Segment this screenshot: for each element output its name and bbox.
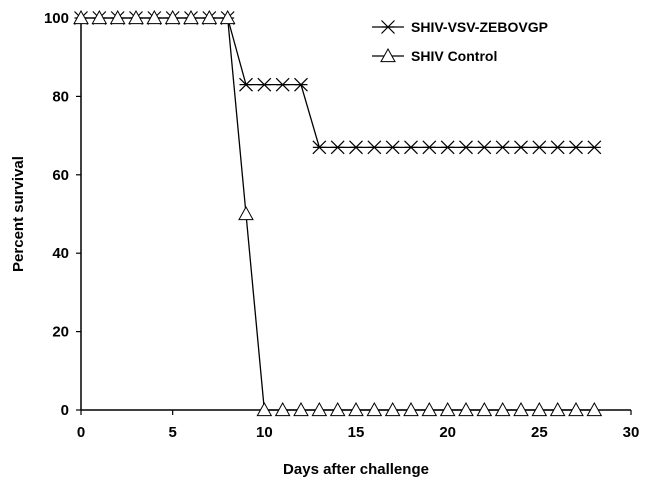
data-point-triangle bbox=[274, 401, 291, 417]
data-point-triangle bbox=[421, 401, 438, 417]
data-point-x bbox=[495, 140, 510, 155]
data-point-x bbox=[532, 140, 547, 155]
data-point-x bbox=[514, 140, 528, 155]
data-point-triangle bbox=[109, 9, 126, 25]
data-point-triangle bbox=[128, 9, 144, 25]
data-point-x bbox=[477, 140, 492, 155]
data-point-triangle bbox=[146, 9, 163, 25]
y-tick-label: 40 bbox=[52, 245, 69, 262]
data-point-triangle bbox=[403, 401, 419, 417]
y-tick-label: 60 bbox=[52, 167, 69, 184]
data-point-x bbox=[422, 140, 437, 155]
data-point-triangle bbox=[293, 401, 309, 417]
legend-item-shiv-vsv-zebovgp: SHIV-VSV-ZEBOVGP bbox=[372, 19, 548, 35]
x-tick-label: 20 bbox=[439, 424, 456, 441]
data-point-triangle bbox=[73, 9, 89, 25]
axes bbox=[80, 18, 631, 411]
y-tick-label: 80 bbox=[52, 88, 69, 105]
data-point-triangle bbox=[476, 401, 493, 417]
y-tick-label: 0 bbox=[61, 402, 69, 419]
data-point-x bbox=[385, 140, 400, 155]
data-point-x bbox=[440, 140, 455, 155]
x-tick-label: 30 bbox=[623, 424, 640, 441]
data-point-triangle bbox=[183, 9, 199, 25]
series-line bbox=[81, 17, 595, 149]
data-point-x bbox=[550, 140, 565, 155]
y-axis-ticks: 0 20 40 60 80 100 bbox=[44, 10, 81, 419]
legend-triangle-marker-icon bbox=[372, 47, 404, 63]
data-point-triangle bbox=[568, 401, 584, 417]
data-point-x bbox=[569, 140, 583, 155]
data-point-triangle bbox=[458, 401, 474, 417]
x-tick-label: 25 bbox=[531, 424, 548, 441]
data-point-triangle bbox=[439, 401, 456, 417]
series-line bbox=[81, 17, 595, 411]
data-point-x bbox=[294, 77, 308, 92]
data-point-triangle bbox=[164, 9, 181, 25]
data-point-x bbox=[349, 140, 363, 155]
data-point-x bbox=[367, 140, 382, 155]
x-tick-label: 5 bbox=[168, 424, 176, 441]
y-tick-label: 20 bbox=[52, 324, 69, 341]
data-point-x bbox=[587, 140, 602, 155]
data-point-triangle bbox=[219, 9, 236, 25]
x-tick-label: 0 bbox=[77, 424, 85, 441]
legend-x-marker bbox=[381, 20, 395, 34]
data-point-x bbox=[257, 77, 272, 92]
x-tick-label: 15 bbox=[348, 424, 365, 441]
y-tick-label: 100 bbox=[44, 10, 69, 27]
y-axis-title: Percent survival bbox=[10, 156, 27, 272]
data-point-triangle bbox=[384, 401, 401, 417]
data-point-triangle bbox=[586, 401, 603, 417]
data-point-x bbox=[312, 140, 327, 155]
data-point-x bbox=[330, 140, 345, 155]
data-point-triangle bbox=[311, 401, 328, 417]
data-point-triangle bbox=[201, 9, 218, 25]
legend-x-marker-icon bbox=[372, 20, 404, 34]
data-point-triangle bbox=[91, 9, 108, 25]
data-point-triangle bbox=[366, 401, 383, 417]
legend-item-shiv-control: SHIV Control bbox=[372, 47, 497, 64]
x-tick-label: 10 bbox=[256, 424, 273, 441]
legend-triangle-marker bbox=[380, 47, 396, 63]
x-axis-ticks: 0 5 10 15 20 25 30 bbox=[77, 410, 640, 441]
x-axis-title: Days after challenge bbox=[283, 461, 429, 478]
data-point-triangle bbox=[348, 401, 364, 417]
data-point-triangle bbox=[238, 205, 254, 221]
series-shiv-control bbox=[73, 9, 603, 417]
legend: SHIV-VSV-ZEBOVGP SHIV Control bbox=[372, 19, 548, 64]
data-point-x bbox=[275, 77, 290, 92]
data-point-x bbox=[459, 140, 473, 155]
data-point-triangle bbox=[494, 401, 511, 417]
data-point-x bbox=[239, 77, 253, 92]
series-layer bbox=[73, 9, 603, 417]
legend-label: SHIV Control bbox=[411, 48, 497, 64]
data-point-triangle bbox=[531, 401, 548, 417]
data-point-triangle bbox=[513, 401, 529, 417]
data-point-x bbox=[404, 140, 418, 155]
data-point-triangle bbox=[329, 401, 346, 417]
data-point-triangle bbox=[256, 401, 273, 417]
legend-label: SHIV-VSV-ZEBOVGP bbox=[411, 19, 548, 35]
data-point-triangle bbox=[549, 401, 566, 417]
